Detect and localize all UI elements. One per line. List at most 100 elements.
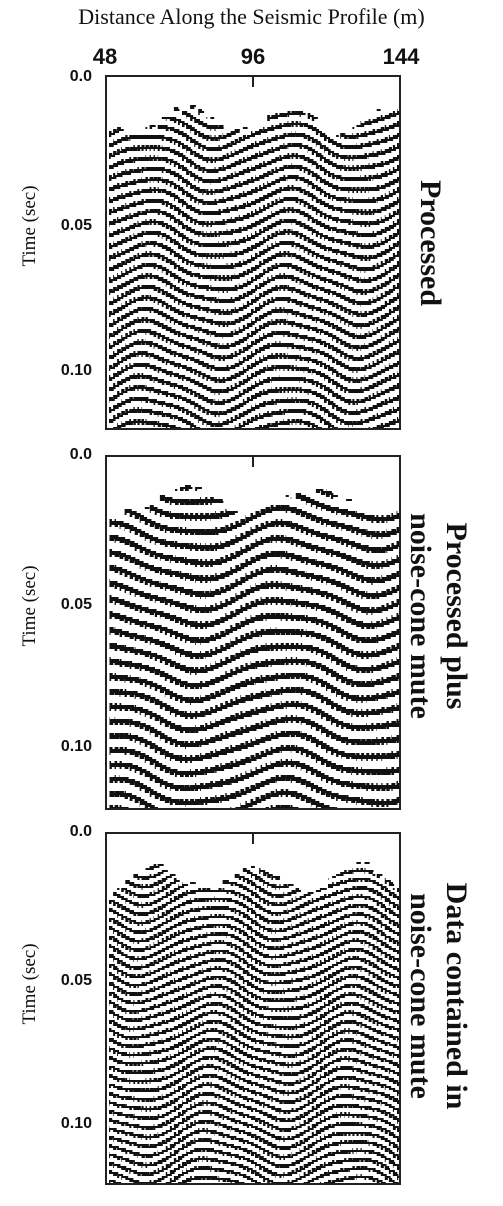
seismic-trace — [194, 890, 201, 1180]
seismic-trace — [263, 127, 270, 428]
seismic-trace — [372, 119, 379, 428]
panel3-y-tick-0.05: 0.05 — [60, 972, 92, 989]
seismic-trace — [361, 513, 369, 805]
seismic-image-processed — [109, 77, 399, 428]
seismic-trace — [319, 133, 326, 423]
seismic-trace — [218, 888, 225, 1182]
seismic-trace — [137, 135, 144, 425]
seismic-trace — [255, 876, 262, 1183]
seismic-trace — [380, 115, 387, 428]
panel3-y-tick-0.10: 0.10 — [60, 1115, 92, 1132]
seismic-trace — [124, 509, 133, 808]
seismic-trace — [331, 495, 339, 808]
seismic-trace — [380, 886, 387, 1183]
seismic-trace — [154, 507, 163, 808]
seismic-trace — [133, 874, 140, 1183]
seismic-trace — [129, 511, 138, 801]
seismic-trace — [392, 888, 399, 1183]
seismic-trace — [364, 862, 371, 1180]
seismic-trace — [194, 117, 201, 428]
seismic-trace — [230, 131, 237, 423]
seismic-trace — [214, 125, 221, 427]
seismic-trace — [169, 117, 176, 428]
seismic-trace — [267, 874, 274, 1183]
seismic-trace — [271, 874, 278, 1183]
seismic-trace — [242, 127, 249, 427]
seismic-trace — [388, 113, 395, 427]
seismic-trace — [326, 489, 334, 808]
panel1-y-tick-0.0: 0.0 — [69, 68, 92, 85]
seismic-trace — [182, 882, 189, 1183]
seismic-trace — [311, 898, 318, 1182]
seismic-trace — [372, 874, 379, 1182]
panel3-side-label: Data contained in noise-cone mute — [402, 786, 474, 1206]
panel3-y-tick-0.0: 0.0 — [69, 823, 92, 840]
seismic-trace — [315, 129, 322, 428]
seismic-trace — [125, 135, 132, 425]
seismic-trace — [238, 876, 245, 1183]
seismic-trace — [149, 866, 156, 1183]
seismic-trace — [246, 870, 253, 1180]
seismic-trace — [173, 107, 180, 428]
seismic-trace — [299, 896, 306, 1180]
seismic-trace — [175, 489, 183, 805]
seismic-trace — [328, 139, 335, 428]
seismic-trace — [360, 868, 367, 1178]
seismic-trace — [396, 511, 399, 805]
seismic-trace — [364, 121, 371, 423]
seismic-trace — [255, 131, 262, 428]
seismic-trace — [134, 511, 143, 803]
seismic-trace — [341, 509, 349, 801]
panel2-y-tick-0.05: 0.05 — [60, 596, 92, 613]
seismic-trace — [397, 888, 399, 1180]
seismic-trace — [195, 487, 203, 805]
seismic-trace — [283, 884, 290, 1183]
x-tick-48: 48 — [92, 44, 118, 69]
seismic-trace — [169, 874, 176, 1182]
seismic-trace — [251, 866, 258, 1182]
seismic-trace — [251, 131, 258, 423]
seismic-trace — [117, 127, 124, 428]
seismic-trace — [113, 892, 120, 1183]
seismic-trace — [238, 137, 245, 428]
panel3-label-line2: noise-cone mute — [404, 893, 437, 1099]
seismic-trace — [315, 890, 322, 1180]
seismic-trace — [307, 892, 314, 1183]
seismic-trace — [240, 519, 248, 808]
seismic-trace — [109, 900, 116, 1183]
panel2-y-axis-label: Time (sec) — [19, 565, 40, 647]
seismic-trace — [139, 515, 148, 807]
seismic-trace — [202, 123, 209, 425]
seismic-trace — [336, 507, 344, 808]
seismic-trace — [267, 115, 274, 428]
seismic-trace — [371, 515, 379, 807]
panel3-y-axis-label: Time (sec) — [19, 943, 40, 1025]
seismic-trace — [198, 109, 205, 423]
seismic-trace — [255, 511, 264, 803]
seismic-trace — [133, 135, 140, 425]
seismic-trace — [328, 878, 335, 1183]
seismic-trace — [280, 505, 289, 808]
seismic-trace — [285, 495, 294, 808]
seismic-trace — [153, 864, 160, 1183]
seismic-trace — [386, 515, 394, 807]
panel1-label-line1: Processed — [414, 179, 447, 307]
seismic-panel-noise-cone-data — [105, 832, 401, 1185]
seismic-trace — [340, 133, 347, 425]
panel2-side-label: Processed plus noise-cone mute — [402, 406, 474, 826]
seismic-trace — [153, 135, 160, 427]
seismic-trace — [226, 133, 233, 425]
seismic-trace — [351, 511, 359, 803]
seismic-trace — [270, 505, 279, 808]
seismic-trace — [178, 884, 185, 1183]
seismic-trace — [242, 868, 249, 1178]
seismic-trace — [397, 109, 399, 423]
seismic-trace — [222, 880, 229, 1182]
seismic-trace — [164, 497, 173, 803]
seismic-image-noise-cone-data — [109, 834, 399, 1183]
seismic-trace — [366, 515, 374, 805]
seismic-trace — [165, 876, 172, 1183]
panel2-label-line1: Processed plus — [440, 522, 473, 710]
seismic-trace — [348, 870, 355, 1180]
seismic-trace — [145, 868, 152, 1183]
